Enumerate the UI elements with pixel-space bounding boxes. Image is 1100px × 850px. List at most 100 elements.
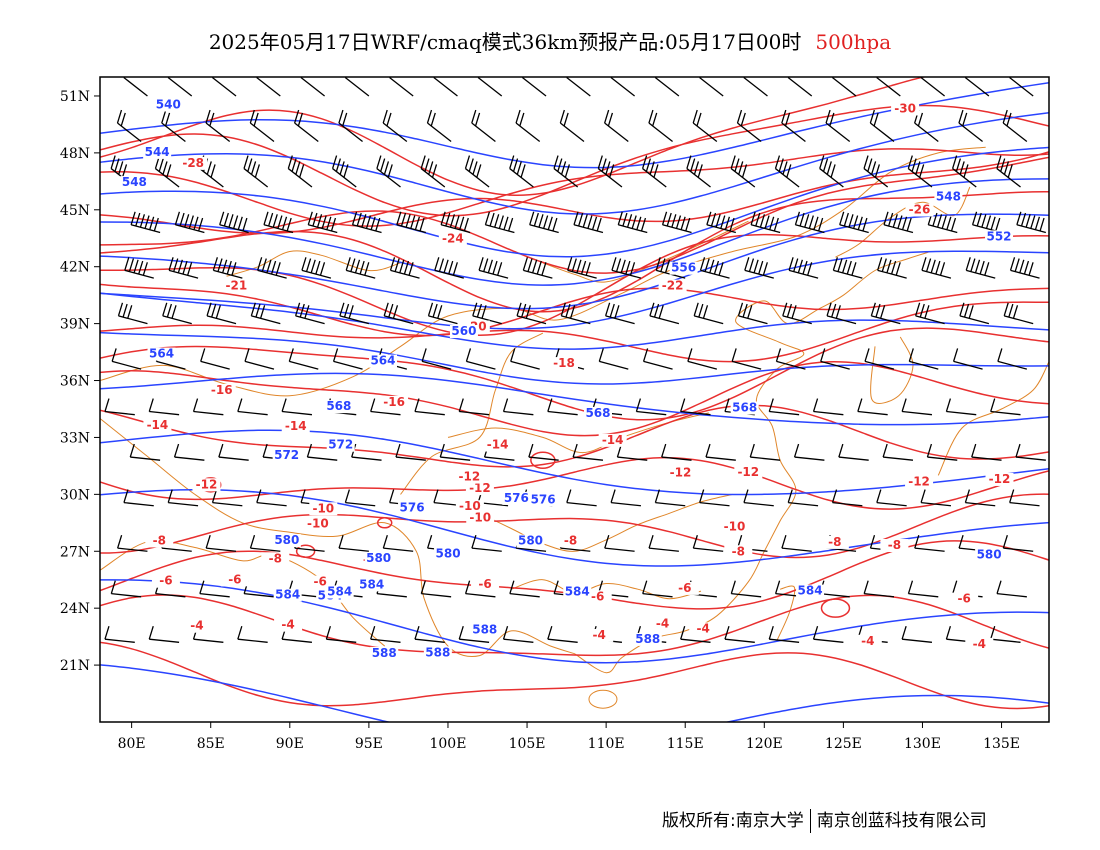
wind-barb <box>706 211 736 234</box>
wind-barb-feather <box>211 77 214 78</box>
wind-barb-feather <box>826 161 832 175</box>
wind-barb-staff <box>282 410 313 416</box>
height-label: 572 <box>274 448 299 462</box>
wind-barb-feather <box>620 259 626 273</box>
wind-barb-feather <box>1020 212 1027 227</box>
wind-barb <box>958 109 983 143</box>
wind-barb-feather <box>680 398 686 412</box>
wind-barb-feather <box>1009 489 1015 503</box>
wind-barb-feather <box>452 262 458 276</box>
wind-barb-feather <box>553 580 559 594</box>
wind-barb-staff <box>351 456 382 461</box>
height-label: 588 <box>472 622 497 636</box>
wind-barb-staff <box>193 638 224 643</box>
wind-barb <box>698 77 724 97</box>
wind-barb-feather <box>835 305 841 319</box>
temperature-contours <box>100 77 1049 710</box>
wind-barb-staff <box>813 410 844 416</box>
height-label-bg <box>398 501 427 515</box>
wind-barb-feather <box>142 262 148 276</box>
wind-barb-feather <box>507 217 514 232</box>
wind-barb-feather <box>342 112 348 127</box>
wind-barb-feather <box>365 215 372 229</box>
wind-barb-feather <box>188 215 194 229</box>
wind-barb-feather <box>979 260 985 275</box>
wind-barb-feather <box>819 155 825 169</box>
wind-barb-feather <box>399 259 405 273</box>
wind-barb-feather <box>206 302 212 317</box>
wind-barb-feather <box>585 262 591 276</box>
wind-barb-staff <box>694 315 724 325</box>
wind-barb <box>332 348 363 370</box>
wind-barb-feather <box>164 112 171 127</box>
wind-barb-feather <box>837 258 843 272</box>
boundary-line <box>542 220 749 283</box>
wind-barb <box>200 348 230 370</box>
wind-barb-feather <box>275 262 281 276</box>
wind-barb-feather <box>247 158 253 172</box>
wind-barb-feather <box>387 164 393 178</box>
wind-barb-feather <box>843 212 849 227</box>
wind-barb-feather <box>439 443 445 458</box>
wind-barb-feather <box>262 443 268 458</box>
wind-barb-feather <box>430 112 436 127</box>
wind-barb <box>124 257 154 279</box>
wind-barb <box>294 109 319 143</box>
wind-barb-feather <box>995 217 1001 232</box>
wind-barb <box>502 398 534 416</box>
footer-separator <box>809 809 811 833</box>
wind-barb-feather <box>699 489 705 503</box>
wind-barb-feather <box>492 260 498 275</box>
wind-barb-feather <box>219 211 225 225</box>
wind-barb-feather <box>874 164 880 178</box>
wind-barb <box>294 302 325 325</box>
wind-barb <box>611 257 642 279</box>
wind-barb-feather <box>787 489 793 503</box>
wind-barb-staff <box>686 168 711 188</box>
wind-barb-feather <box>454 215 460 229</box>
wind-barb-feather <box>253 112 259 127</box>
wind-barb-staff <box>382 122 408 143</box>
wind-barb-staff <box>465 168 490 188</box>
wind-barb-feather <box>788 257 794 271</box>
wind-barb-feather <box>270 260 277 275</box>
wind-barb <box>971 443 1002 461</box>
height-contour <box>100 146 1049 258</box>
wind-barb <box>926 443 958 461</box>
wind-barb-feather <box>748 258 755 272</box>
wind-barb-staff <box>642 593 673 598</box>
wind-barb-staff <box>345 501 376 507</box>
wind-barb-feather <box>553 155 559 169</box>
temperature-label-bg <box>303 517 332 531</box>
height-label-bg <box>370 646 399 660</box>
wind-barb <box>863 155 889 188</box>
wind-barb <box>901 398 933 416</box>
wind-barb-staff <box>731 593 762 598</box>
wind-barb-feather <box>521 77 524 78</box>
wind-barb-feather <box>1003 161 1010 175</box>
wind-barb-feather <box>339 302 345 317</box>
wind-barb-feather <box>781 534 787 549</box>
wind-barb-feather <box>502 625 509 640</box>
wind-barb-feather <box>104 625 110 640</box>
wind-barb <box>781 534 812 552</box>
wind-barb-feather <box>693 161 700 175</box>
height-label-bg <box>325 585 354 599</box>
wind-barb-staff <box>428 315 458 325</box>
wind-barb <box>788 257 819 279</box>
temperature-label: -6 <box>313 575 326 589</box>
wind-barb-feather <box>121 164 128 178</box>
wind-barb-staff <box>344 77 370 97</box>
wind-barb-staff <box>876 501 907 507</box>
wind-barb-feather <box>990 398 996 412</box>
wind-barb-staff <box>503 410 534 416</box>
temperature-label: -28 <box>182 156 204 170</box>
wind-barb <box>427 302 458 325</box>
wind-barb-feather <box>268 212 274 227</box>
wind-barb-feather <box>218 443 224 458</box>
wind-barb-feather <box>118 161 124 175</box>
temperature-label: -12 <box>737 465 759 479</box>
wind-barb-feather <box>698 77 701 78</box>
wind-barb-feather <box>114 158 120 172</box>
